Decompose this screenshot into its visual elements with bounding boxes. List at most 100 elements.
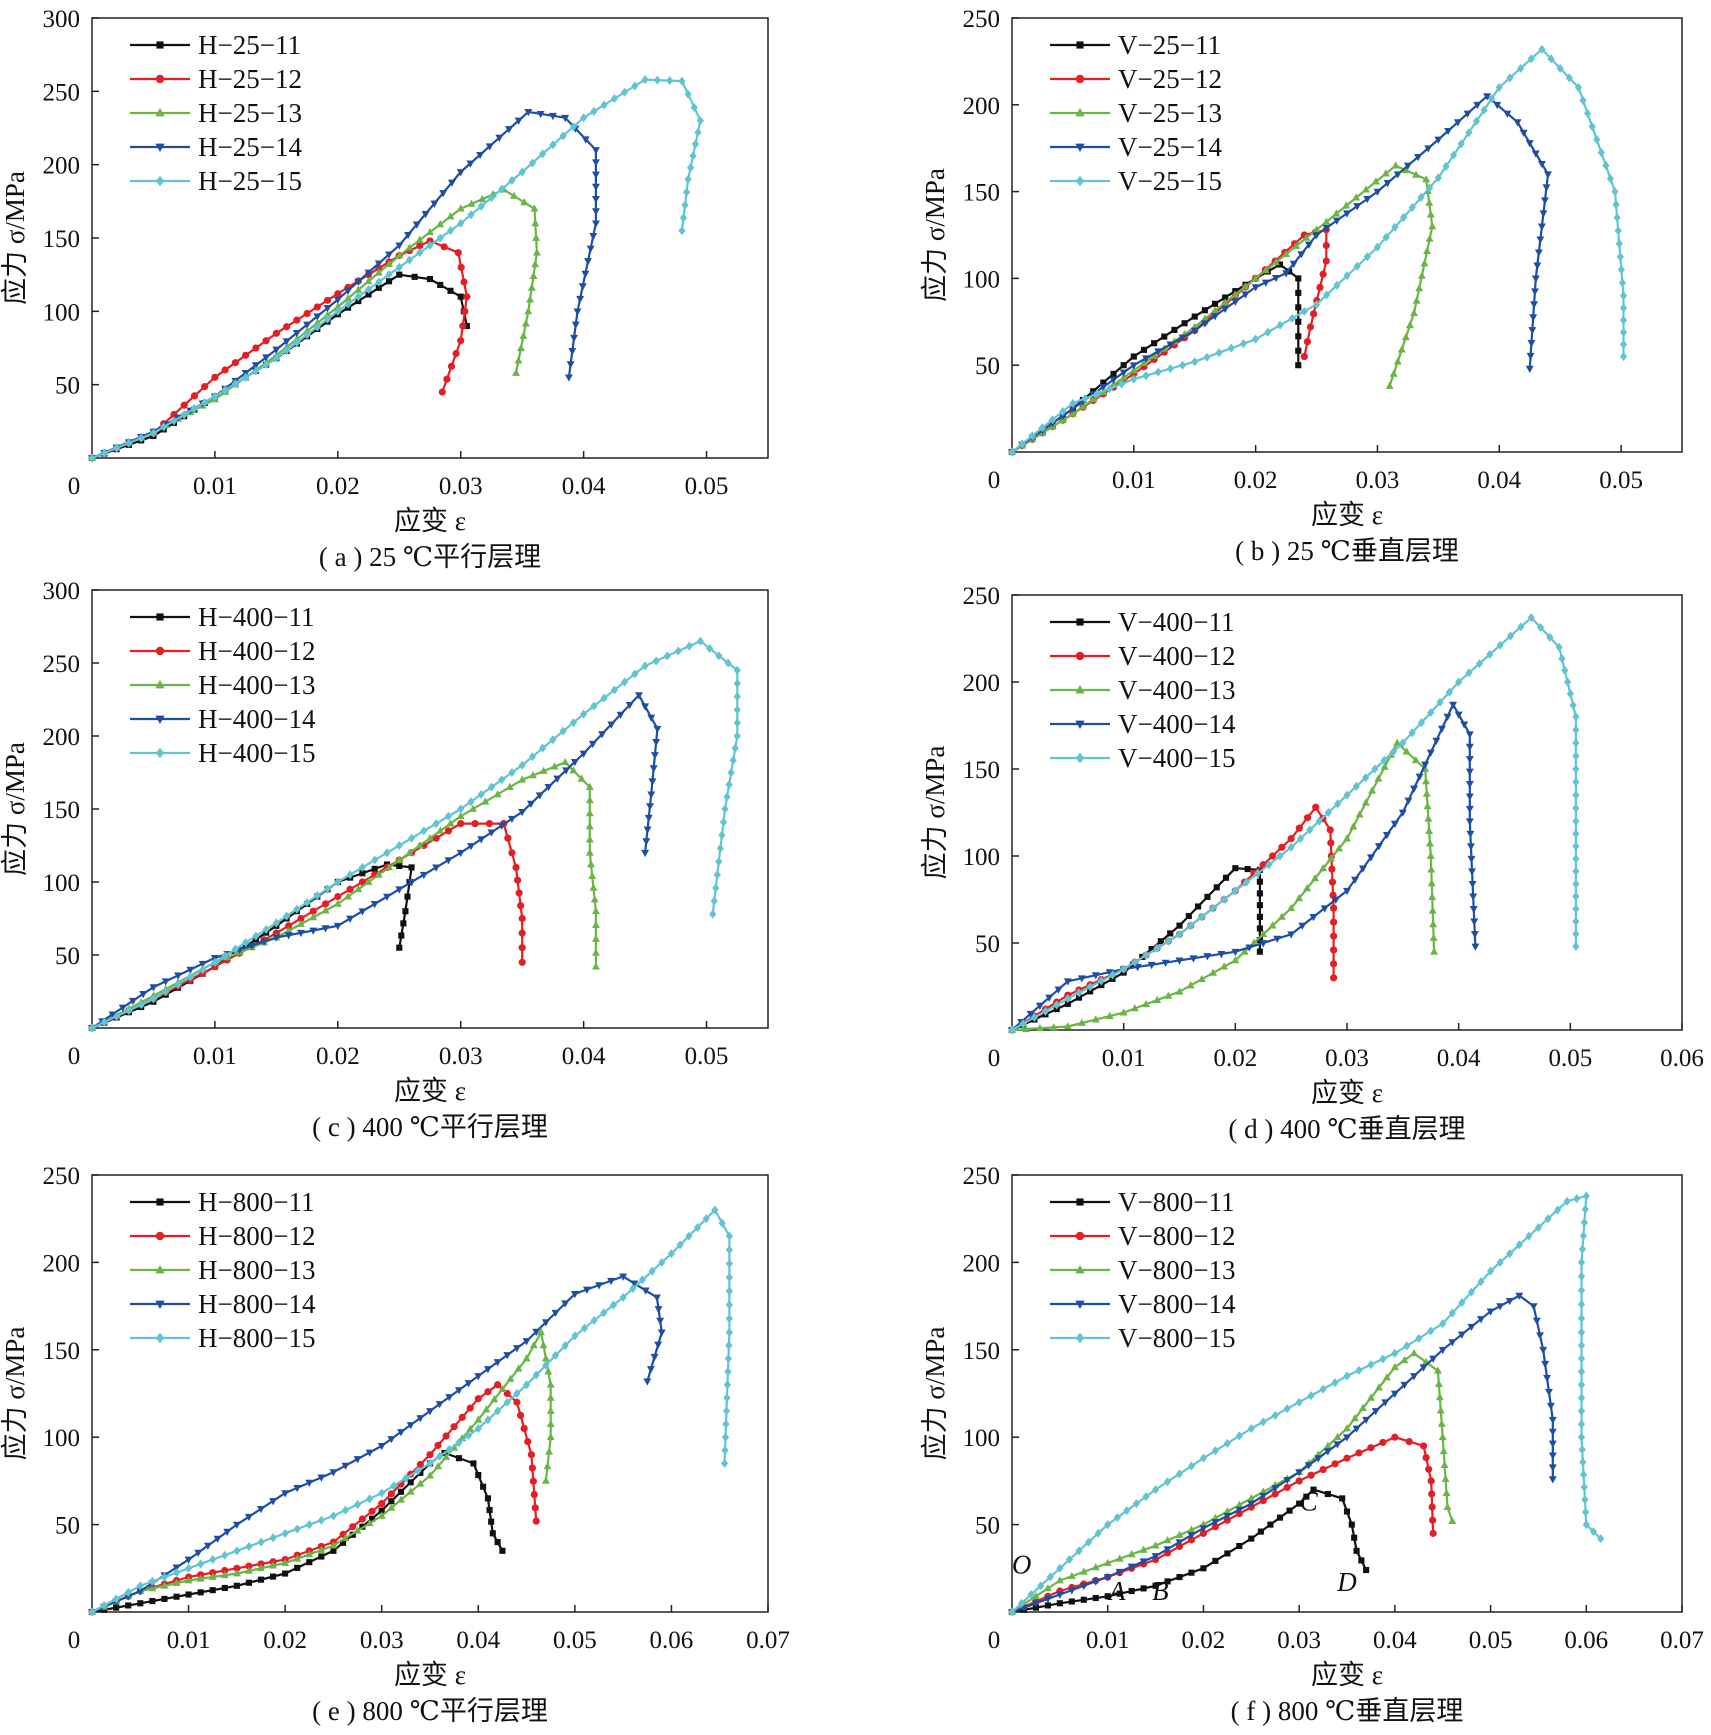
data-point — [398, 932, 405, 939]
data-point — [374, 260, 383, 268]
data-point — [1597, 1534, 1605, 1544]
data-point — [619, 1273, 628, 1281]
data-point — [1231, 886, 1239, 896]
data-point — [1113, 1513, 1121, 1523]
data-point — [1577, 1354, 1586, 1364]
data-point — [1091, 1563, 1100, 1571]
data-point — [1438, 1432, 1447, 1441]
point-annotation: C — [1300, 1487, 1319, 1517]
data-point — [1572, 738, 1580, 748]
data-point — [539, 149, 547, 159]
data-point — [1546, 1402, 1555, 1411]
data-point — [232, 1521, 241, 1529]
data-point — [1099, 384, 1108, 392]
data-point — [1411, 755, 1420, 764]
data-point — [1434, 173, 1442, 183]
data-point — [434, 1462, 443, 1470]
legend-entry-2: V−25−12 — [1050, 64, 1222, 94]
data-point — [1469, 906, 1478, 914]
data-point — [1577, 1367, 1586, 1377]
data-point — [1430, 947, 1439, 955]
data-point — [1426, 210, 1435, 218]
data-point — [231, 359, 239, 367]
y-tick-label: 150 — [43, 797, 81, 824]
data-point — [541, 1476, 550, 1484]
series-line — [1011, 48, 1625, 453]
data-point — [397, 1495, 405, 1503]
data-point — [1103, 1574, 1112, 1582]
data-point — [305, 1520, 313, 1530]
data-point — [313, 322, 321, 332]
data-point — [1466, 830, 1475, 839]
data-point — [1186, 981, 1195, 989]
data-point — [1147, 961, 1156, 970]
data-point — [1440, 1460, 1449, 1469]
data-point — [112, 1011, 121, 1021]
data-point — [329, 1511, 338, 1521]
legend-label: H−800−12 — [198, 1221, 315, 1251]
data-point — [463, 293, 471, 301]
data-point — [1619, 291, 1628, 301]
data-point — [510, 191, 518, 199]
data-point — [1295, 893, 1304, 902]
data-point — [1426, 183, 1434, 193]
series-1 — [88, 271, 470, 462]
data-point — [1572, 777, 1580, 787]
data-point — [1480, 105, 1488, 115]
y-tick-label: 250 — [43, 651, 81, 678]
data-point — [1577, 1432, 1586, 1442]
data-point — [211, 957, 219, 967]
data-point — [1289, 260, 1298, 268]
data-point — [245, 1579, 252, 1586]
origin-label: 0 — [988, 467, 1001, 494]
data-point — [685, 1231, 693, 1241]
y-axis-title: 应力 σ/MPa — [0, 1327, 30, 1461]
data-point — [1349, 822, 1358, 830]
data-point — [1140, 346, 1148, 353]
data-point — [1331, 896, 1340, 904]
data-point — [1310, 310, 1318, 318]
data-point — [1330, 946, 1338, 954]
series-line — [1011, 1436, 1435, 1614]
legend-label: V−25−12 — [1118, 64, 1222, 94]
data-point — [725, 1245, 733, 1255]
data-point — [137, 1600, 144, 1607]
data-point — [377, 1511, 386, 1519]
data-point — [531, 1504, 539, 1512]
data-point — [1203, 352, 1211, 362]
data-point — [1527, 613, 1535, 623]
data-point — [712, 883, 720, 893]
data-point — [1190, 327, 1199, 335]
legend-marker — [1075, 1332, 1085, 1344]
data-point — [321, 900, 330, 908]
data-point — [1355, 1449, 1363, 1457]
data-point — [1211, 306, 1219, 314]
data-point — [231, 944, 239, 954]
data-point — [549, 735, 557, 745]
data-point — [1067, 1587, 1076, 1595]
data-point — [180, 401, 188, 409]
data-point — [591, 906, 600, 915]
data-point — [518, 809, 527, 817]
data-point — [1617, 265, 1625, 275]
data-point — [1539, 1346, 1548, 1355]
data-point — [334, 877, 342, 887]
data-point — [321, 906, 330, 914]
data-point — [377, 1443, 386, 1451]
data-point — [521, 319, 530, 327]
y-tick-label: 50 — [975, 1513, 1000, 1540]
data-point — [643, 1378, 652, 1386]
data-point — [1558, 654, 1566, 664]
data-point — [1548, 1476, 1557, 1484]
data-point — [1295, 318, 1302, 325]
data-point — [269, 1533, 277, 1543]
data-point — [1389, 747, 1398, 757]
data-point — [436, 826, 445, 834]
data-point — [676, 1240, 684, 1250]
data-point — [607, 1277, 616, 1286]
data-point — [1547, 54, 1555, 64]
data-point — [1282, 270, 1291, 278]
data-point — [221, 1566, 229, 1575]
x-tick-label: 0.02 — [316, 473, 360, 500]
data-point — [1457, 1331, 1466, 1339]
